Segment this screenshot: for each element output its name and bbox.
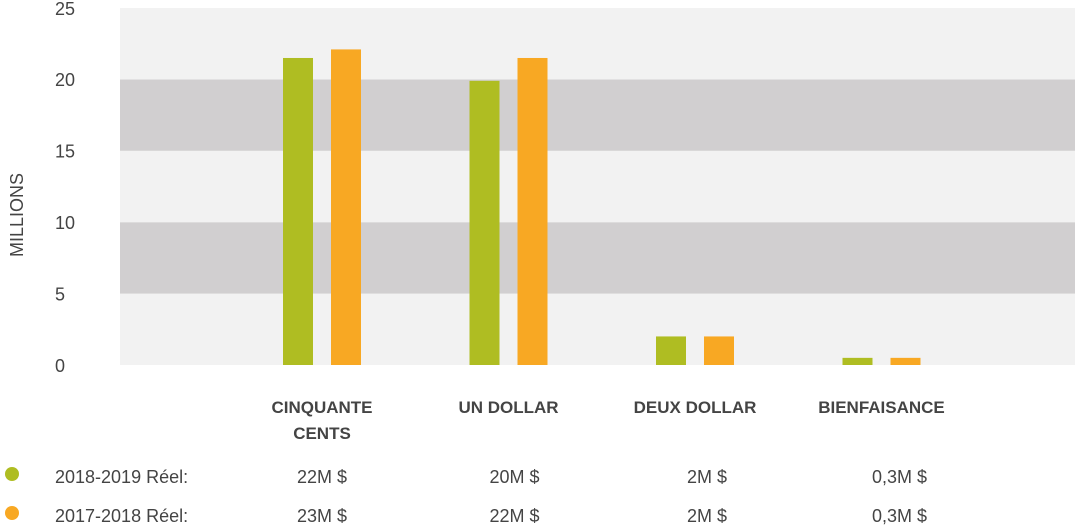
bar xyxy=(469,80,500,365)
grid-band xyxy=(120,150,1075,223)
x-tick-label: CINQUANTE CENTS xyxy=(271,398,373,443)
bar xyxy=(656,336,686,365)
x-tick-label: DEUX DOLLAR xyxy=(633,398,757,417)
grid-band xyxy=(120,8,1075,80)
legend-marker xyxy=(5,467,19,481)
y-tick-label: 25 xyxy=(55,0,75,19)
bar xyxy=(517,57,548,365)
summary-cell: 22M $ xyxy=(297,467,347,487)
summary-cell: 20M $ xyxy=(489,467,539,487)
y-tick-label: 0 xyxy=(55,356,65,376)
legend-label: 2017-2018 Réel: xyxy=(55,506,188,526)
summary-cell: 0,3M $ xyxy=(872,506,927,526)
legend-marker xyxy=(5,506,19,520)
bar xyxy=(890,357,921,365)
summary-cell: 22M $ xyxy=(489,506,539,526)
bar xyxy=(331,49,361,366)
y-tick-label: 5 xyxy=(55,284,65,304)
summary-cell: 2M $ xyxy=(687,506,727,526)
legend-label: 2018-2019 Réel: xyxy=(55,467,188,487)
y-tick-label: 10 xyxy=(55,213,75,233)
bar xyxy=(283,57,313,365)
summary-cell: 23M $ xyxy=(297,506,347,526)
bar xyxy=(704,336,734,365)
y-tick-label: 15 xyxy=(55,142,75,162)
y-tick-label: 20 xyxy=(55,70,75,90)
y-axis-label: MILLIONS xyxy=(7,173,27,257)
x-tick-label: UN DOLLAR xyxy=(458,398,559,417)
summary-cell: 0,3M $ xyxy=(872,467,927,487)
grid-band xyxy=(120,79,1075,151)
x-tick-label: BIENFAISANCE xyxy=(818,398,945,417)
summary-cell: 2M $ xyxy=(687,467,727,487)
bar xyxy=(842,357,873,365)
grid-band xyxy=(120,293,1075,365)
grid-band xyxy=(120,222,1075,294)
